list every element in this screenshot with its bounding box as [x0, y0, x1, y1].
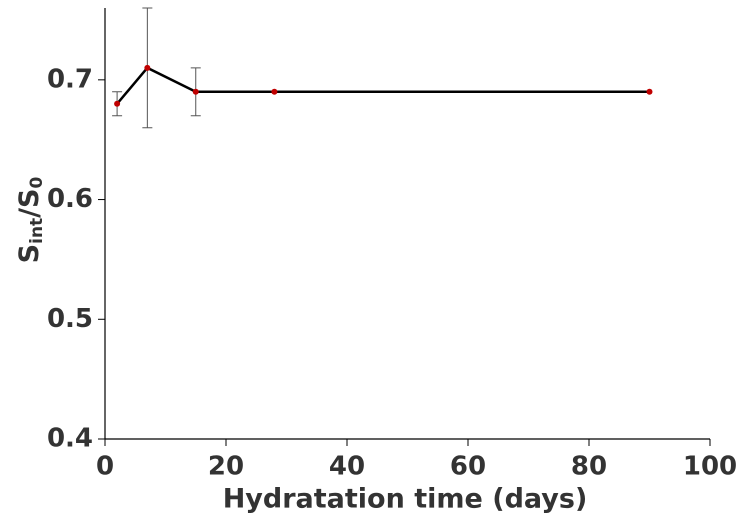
x-tick-label: 20 — [208, 452, 244, 482]
data-point — [192, 88, 199, 95]
x-tick-label: 40 — [329, 452, 365, 482]
y-label-sub: int — [27, 218, 47, 244]
data-point — [114, 100, 121, 107]
y-tick-label: 0.4 — [47, 424, 93, 454]
x-axis-label: Hydratation time (days) — [223, 484, 588, 515]
x-tick-label: 100 — [683, 452, 737, 482]
y-axis-label: Sint/S0 — [14, 177, 48, 264]
data-point — [646, 88, 653, 95]
data-line — [116, 66, 650, 105]
y-tick-label: 0.7 — [47, 64, 93, 94]
data-point — [271, 88, 278, 95]
data-point — [144, 64, 151, 71]
y-label-sub: 0 — [27, 177, 47, 189]
y-label-part: S — [14, 244, 45, 263]
y-label-part: /S — [14, 189, 45, 218]
y-tick-label: 0.5 — [47, 304, 93, 334]
y-tick-label: 0.6 — [47, 184, 93, 214]
x-tick-label: 0 — [96, 452, 114, 482]
x-tick-label: 80 — [571, 452, 607, 482]
x-tick-label: 60 — [450, 452, 486, 482]
